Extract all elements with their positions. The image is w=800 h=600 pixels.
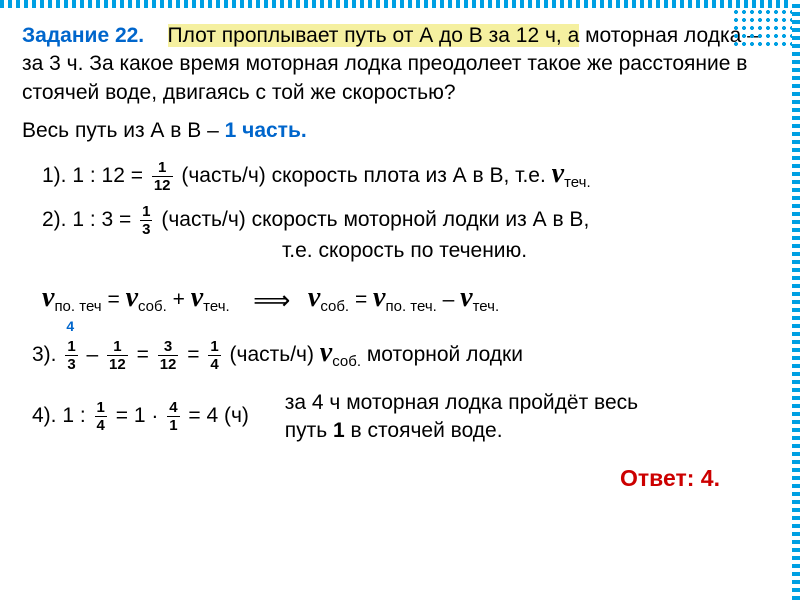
problem-statement: Задание 22. Плот проплывает путь от А до… [22,22,770,107]
fraction: 112 [152,160,173,193]
fraction: 13 [140,204,152,237]
formula-row: vпо. теч = vсоб. + vтеч. ⟹ vсоб. = vпо. … [22,279,770,318]
intro-line: Весь путь из А в В – 1 часть. [22,117,770,145]
problem-highlight: Плот проплывает путь от А до В за 12 ч, … [168,24,580,47]
step-1: 1). 1 : 12 = 112 (часть/ч) скорость плот… [22,155,770,193]
step-2-cont: т.е. скорость по течению. [22,237,770,265]
task-label: Задание 22. [22,24,144,47]
slide-content: Задание 22. Плот проплывает путь от А до… [0,0,800,504]
step-4: 4). 1 : 14 = 1 · 41 = 4 (ч) за 4 ч мотор… [22,389,770,446]
step-2: 2). 1 : 3 = 13 (часть/ч) скорость моторн… [22,204,770,237]
v-symbol: v [552,158,564,189]
answer: Ответ: 4. [22,463,770,494]
arrow-icon: ⟹ [253,286,290,315]
step-3: 3). 4 13 – 112 = 312 = 14 (часть/ч) vсоб… [22,334,770,372]
